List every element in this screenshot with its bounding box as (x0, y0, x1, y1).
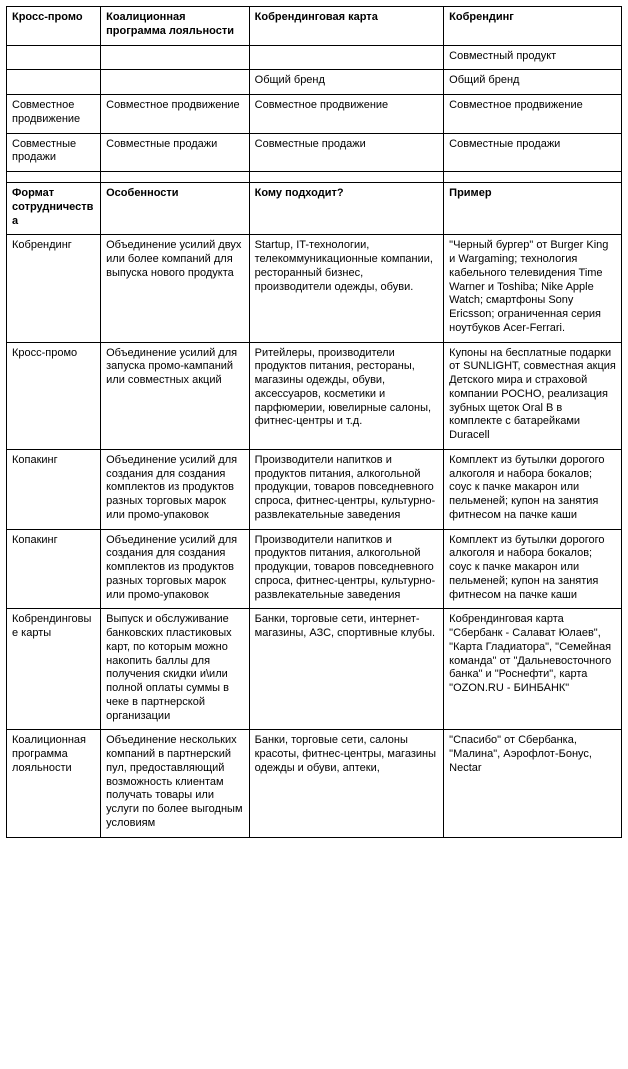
table-cell: Совместное продвижение (249, 95, 444, 134)
table-header-cell: Кросс-промо (7, 7, 101, 46)
table-cell: Совместное продвижение (101, 95, 250, 134)
table-cell (249, 172, 444, 183)
table-cell (101, 172, 250, 183)
table-cell: Купоны на бесплатные подарки от SUNLIGHT… (444, 342, 622, 449)
table-row: Совместный продукт (7, 45, 622, 70)
table-row: Кросс-промоКоалиционная программа лояльн… (7, 7, 622, 46)
table-cell (101, 45, 250, 70)
table-row: Кросс-промоОбъединение усилий для запуск… (7, 342, 622, 449)
page-container: Кросс-промоКоалиционная программа лояльн… (0, 0, 628, 844)
table-row (7, 172, 622, 183)
table-cell (7, 70, 101, 95)
table-row: Коалиционная программа лояльностиОбъедин… (7, 730, 622, 837)
table-cell: Ритейлеры, производители продуктов питан… (249, 342, 444, 449)
table-row: Совместное продвижениеСовместное продвиж… (7, 95, 622, 134)
table-cell: Банки, торговые сети, интернет-магазины,… (249, 609, 444, 730)
table-cell: Startup, IT-технологии, телекоммуникацио… (249, 235, 444, 342)
table-cell: "Спасибо" от Сбербанка, "Малина", Аэрофл… (444, 730, 622, 837)
table-header-cell: Кобрендинг (444, 7, 622, 46)
table-row: Кобрендинговые картыВыпуск и обслуживани… (7, 609, 622, 730)
table-cell (101, 70, 250, 95)
table-cell: Кобрендинговые карты (7, 609, 101, 730)
table-header-cell: Формат сотрудничества (7, 183, 101, 235)
table-cell: Объединение усилий для создания для созд… (101, 449, 250, 529)
table-cell: Совместные продажи (101, 133, 250, 172)
table-cell: Выпуск и обслуживание банковских пластик… (101, 609, 250, 730)
table-cell: Совместные продажи (444, 133, 622, 172)
table-row: Общий брендОбщий бренд (7, 70, 622, 95)
table-row: Формат сотрудничестваОсобенностиКому под… (7, 183, 622, 235)
table-cell: Совместный продукт (444, 45, 622, 70)
cooperation-table: Кросс-промоКоалиционная программа лояльн… (6, 6, 622, 838)
table-cell: Банки, торговые сети, салоны красоты, фи… (249, 730, 444, 837)
table-cell: Производители напитков и продуктов питан… (249, 529, 444, 609)
table-cell: Совместное продвижение (7, 95, 101, 134)
table-cell: Общий бренд (444, 70, 622, 95)
table-cell: Копакинг (7, 529, 101, 609)
table-cell: Совместные продажи (249, 133, 444, 172)
table-cell: Коалиционная программа лояльности (7, 730, 101, 837)
table-cell (7, 172, 101, 183)
table-header-cell: Особенности (101, 183, 250, 235)
table-cell: Объединение усилий двух или более компан… (101, 235, 250, 342)
table-cell: Комплект из бутылки дорогого алкоголя и … (444, 529, 622, 609)
table-cell: Кобрендинг (7, 235, 101, 342)
table-cell: "Черный бургер" от Burger King и Wargami… (444, 235, 622, 342)
table-cell: Кобрендинговая карта "Сбербанк - Салават… (444, 609, 622, 730)
table-row: КопакингОбъединение усилий для создания … (7, 529, 622, 609)
table-cell: Копакинг (7, 449, 101, 529)
table-header-cell: Коалиционная программа лояльности (101, 7, 250, 46)
table-cell (249, 45, 444, 70)
table-cell: Производители напитков и продуктов питан… (249, 449, 444, 529)
table-cell: Объединение усилий для запуска промо-кам… (101, 342, 250, 449)
table-cell: Объединение усилий для создания для созд… (101, 529, 250, 609)
table-row: Совместные продажиСовместные продажиСовм… (7, 133, 622, 172)
table-cell: Совместные продажи (7, 133, 101, 172)
table-cell (444, 172, 622, 183)
table-cell (7, 45, 101, 70)
table-cell: Общий бренд (249, 70, 444, 95)
table-cell: Объединение нескольких компаний в партне… (101, 730, 250, 837)
table-header-cell: Кому подходит? (249, 183, 444, 235)
table-cell: Совместное продвижение (444, 95, 622, 134)
table-header-cell: Пример (444, 183, 622, 235)
table-cell: Кросс-промо (7, 342, 101, 449)
table-cell: Комплект из бутылки дорогого алкоголя и … (444, 449, 622, 529)
table-row: КобрендингОбъединение усилий двух или бо… (7, 235, 622, 342)
table-row: КопакингОбъединение усилий для создания … (7, 449, 622, 529)
table-header-cell: Кобрендинговая карта (249, 7, 444, 46)
